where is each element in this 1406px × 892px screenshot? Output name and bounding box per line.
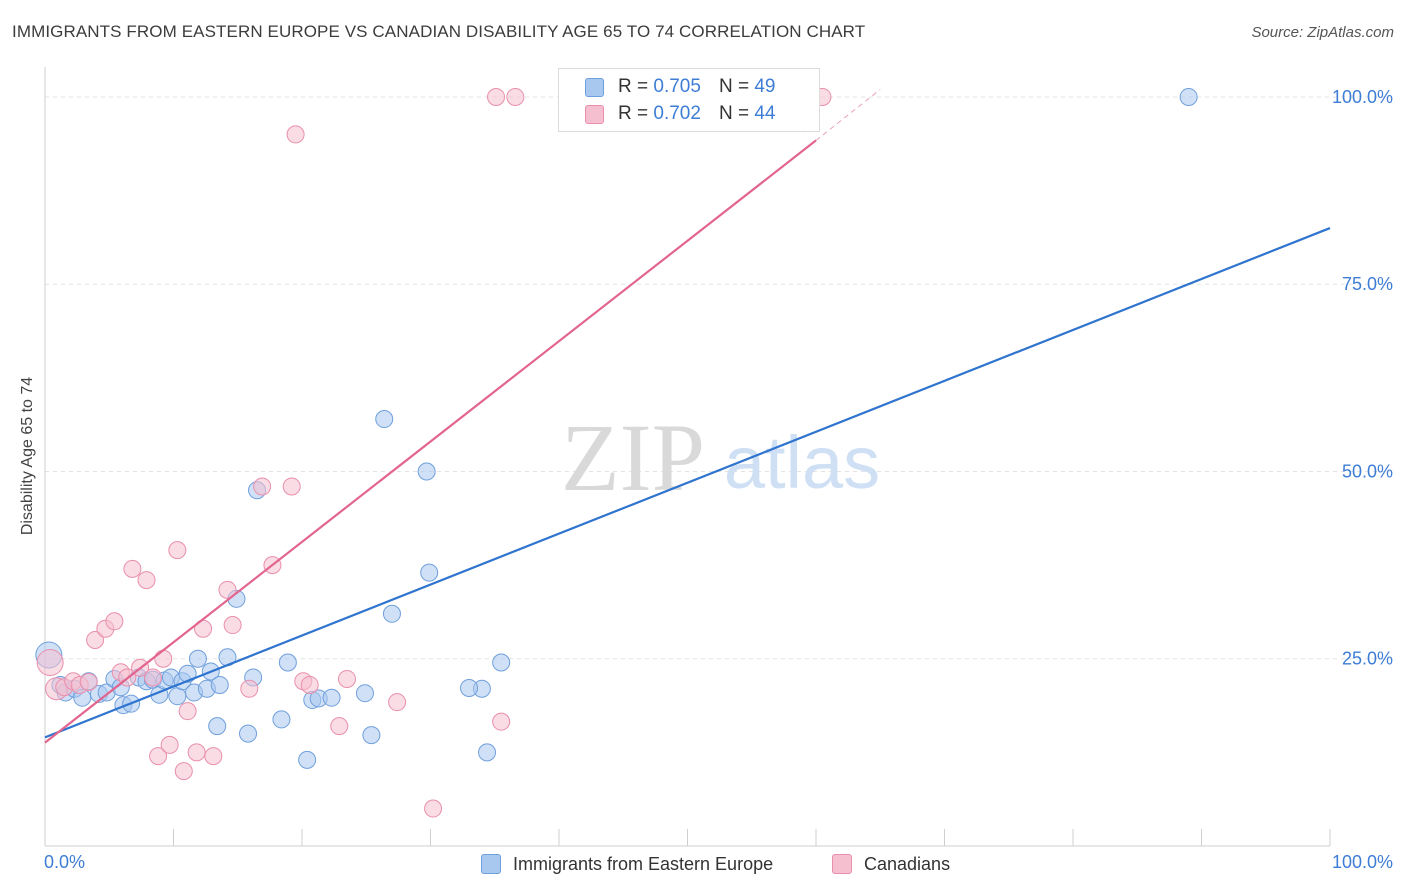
data-point-immigrants — [478, 743, 497, 762]
data-point-immigrants — [278, 653, 297, 672]
data-point-immigrants — [460, 678, 479, 697]
data-point-immigrants — [272, 710, 291, 729]
data-point-canadians — [143, 668, 162, 687]
watermark: ZIP atlas — [561, 404, 880, 511]
data-point-canadians — [282, 477, 301, 496]
y-tick-label: 75.0% — [1342, 274, 1393, 294]
r-label: R = — [618, 76, 649, 97]
data-point-canadians — [204, 747, 223, 766]
trend-line-immigrants — [44, 227, 1331, 739]
data-point-canadians — [337, 669, 356, 688]
data-point-canadians — [86, 631, 105, 650]
data-point-canadians — [123, 559, 142, 578]
data-point-canadians — [187, 743, 206, 762]
legend-row-canadians: R = 0.702 N = 44 — [585, 102, 775, 126]
data-point-immigrants — [208, 717, 227, 736]
n-label: N = — [718, 103, 750, 124]
legend-label-immigrants: Immigrants from Eastern Europe — [513, 853, 774, 874]
gridlines — [45, 96, 1392, 660]
data-point-canadians — [218, 580, 237, 599]
legend-item-immigrants: Immigrants from Eastern Europe — [481, 852, 773, 876]
data-point-canadians — [330, 717, 349, 736]
data-point-immigrants — [178, 664, 197, 683]
legend-item-canadians: Canadians — [832, 852, 950, 876]
r-label: R = — [618, 103, 649, 124]
legend-swatch-canadians — [832, 854, 852, 874]
data-point-canadians — [79, 672, 98, 691]
x-tick-label-min: 0.0% — [44, 852, 86, 872]
data-point-immigrants — [420, 563, 439, 582]
data-point-canadians — [105, 612, 124, 631]
data-point-immigrants — [375, 410, 394, 429]
trend-line-canadians — [44, 139, 817, 744]
chart-source: Source: ZipAtlas.com — [1251, 24, 1394, 41]
watermark-zip: ZIP — [561, 404, 705, 511]
data-point-canadians — [160, 735, 179, 754]
data-point-canadians — [300, 675, 319, 694]
data-point-canadians — [154, 649, 173, 668]
data-point-immigrants — [239, 724, 258, 743]
data-point-canadians — [168, 541, 187, 560]
data-point-canadians — [286, 125, 305, 144]
y-tick-labels: 25.0% 50.0% 75.0% 100.0% — [1332, 87, 1393, 669]
y-tick-label: 100.0% — [1332, 87, 1393, 107]
legend-row-immigrants: R = 0.705 N = 49 — [585, 75, 775, 99]
data-point-immigrants — [1179, 87, 1198, 106]
data-point-canadians — [253, 477, 272, 496]
data-point-canadians — [36, 648, 64, 676]
axes — [44, 67, 1331, 847]
data-point-immigrants — [492, 653, 511, 672]
data-point-immigrants — [322, 688, 341, 707]
data-point-immigrants — [355, 684, 374, 703]
correlation-legend: R = 0.705 N = 49 R = 0.702 N = 44 — [558, 68, 820, 132]
data-point-canadians — [149, 747, 168, 766]
r-value-immigrants: 0.705 — [653, 76, 701, 97]
legend-swatch-immigrants — [585, 77, 604, 97]
r-value-canadians: 0.702 — [653, 103, 701, 124]
data-point-canadians — [487, 87, 506, 106]
data-point-immigrants — [417, 462, 436, 481]
y-tick-label: 50.0% — [1342, 461, 1393, 481]
data-point-immigrants — [188, 649, 207, 668]
x-tick-label-max: 100.0% — [1331, 852, 1393, 872]
data-point-immigrants — [362, 726, 381, 745]
data-point-immigrants — [168, 687, 187, 706]
data-point-canadians — [178, 702, 197, 721]
data-point-canadians — [137, 571, 156, 590]
n-label: N = — [718, 76, 750, 97]
data-point-canadians — [506, 87, 525, 106]
legend-swatch-immigrants — [481, 854, 501, 874]
data-point-immigrants — [210, 675, 229, 694]
data-point-canadians — [492, 712, 511, 731]
n-value-immigrants: 49 — [754, 76, 776, 97]
data-point-immigrants — [298, 750, 317, 769]
data-point-immigrants — [382, 604, 401, 623]
n-value-canadians: 44 — [754, 103, 776, 124]
legend-swatch-canadians — [585, 104, 604, 124]
data-point-canadians — [388, 693, 407, 712]
trend-line-extension-canadians — [815, 89, 881, 141]
data-point-canadians — [223, 616, 242, 635]
data-point-canadians — [174, 762, 193, 781]
watermark-atlas: atlas — [724, 421, 880, 504]
legend-label-canadians: Canadians — [864, 853, 951, 874]
chart-title: IMMIGRANTS FROM EASTERN EUROPE VS CANADI… — [12, 22, 866, 41]
trend-lines — [44, 89, 1331, 744]
data-point-canadians — [240, 679, 259, 698]
data-point-canadians — [424, 799, 443, 818]
y-tick-label: 25.0% — [1342, 649, 1393, 669]
